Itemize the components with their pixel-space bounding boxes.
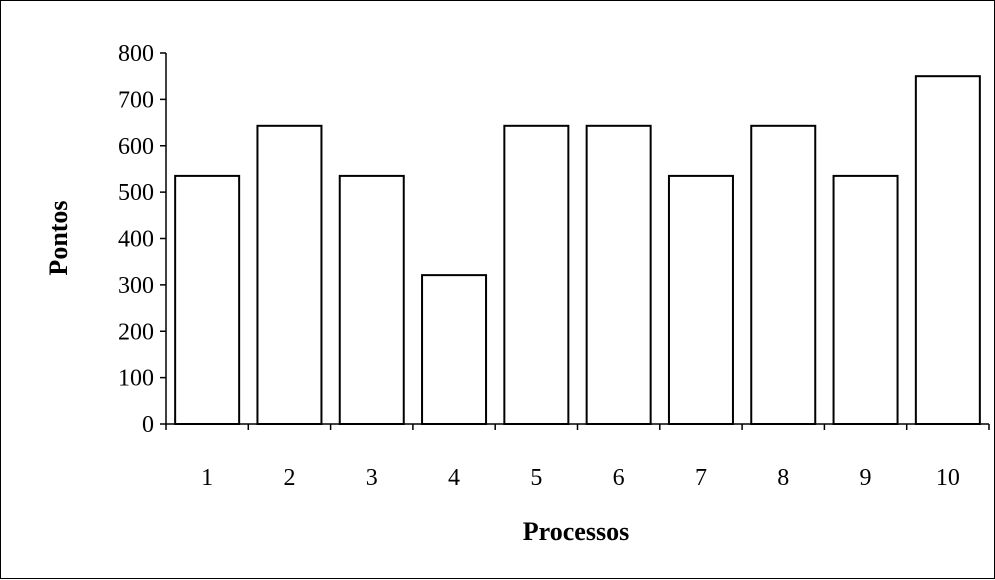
bar-9 (832, 174, 899, 425)
bar-7 (667, 174, 734, 425)
bar-3 (338, 174, 405, 425)
bar-4 (421, 274, 488, 426)
bar-6 (585, 124, 652, 425)
x-tick-label: 1 (201, 465, 213, 491)
y-tick-label: 0 (142, 412, 154, 438)
y-tick-label: 400 (118, 227, 154, 253)
bars-group (174, 75, 981, 426)
bar-10 (914, 75, 981, 425)
x-tick-label: 9 (860, 465, 872, 491)
x-tick-label: 10 (936, 465, 960, 491)
bar-5 (503, 124, 570, 425)
y-tick-label: 600 (118, 134, 154, 160)
y-tick-label: 200 (118, 319, 154, 345)
x-tick-label: 2 (283, 465, 295, 491)
x-axis-title: Processos (523, 517, 629, 546)
y-axis-title: Pontos (44, 200, 73, 275)
y-tick-label: 100 (118, 366, 154, 392)
bar-2 (256, 124, 323, 425)
x-tick-label: 6 (613, 465, 625, 491)
bar-8 (750, 124, 817, 425)
x-tick-label: 4 (448, 465, 460, 491)
x-tick-label: 5 (530, 465, 542, 491)
y-tick-label: 500 (118, 180, 154, 206)
bar-1 (174, 174, 241, 425)
y-tick-label: 300 (118, 273, 154, 299)
y-tick-label: 800 (118, 41, 154, 67)
x-tick-label: 7 (695, 465, 707, 491)
x-tick-label: 3 (366, 465, 378, 491)
axes-group (160, 52, 990, 430)
x-tick-label: 8 (777, 465, 789, 491)
tick-labels-group: 0 100 200 300 400 500 600 700 800 1 2 3 4 5 6 7 8 9 10 (118, 41, 960, 491)
y-tick-label: 700 (118, 87, 154, 113)
